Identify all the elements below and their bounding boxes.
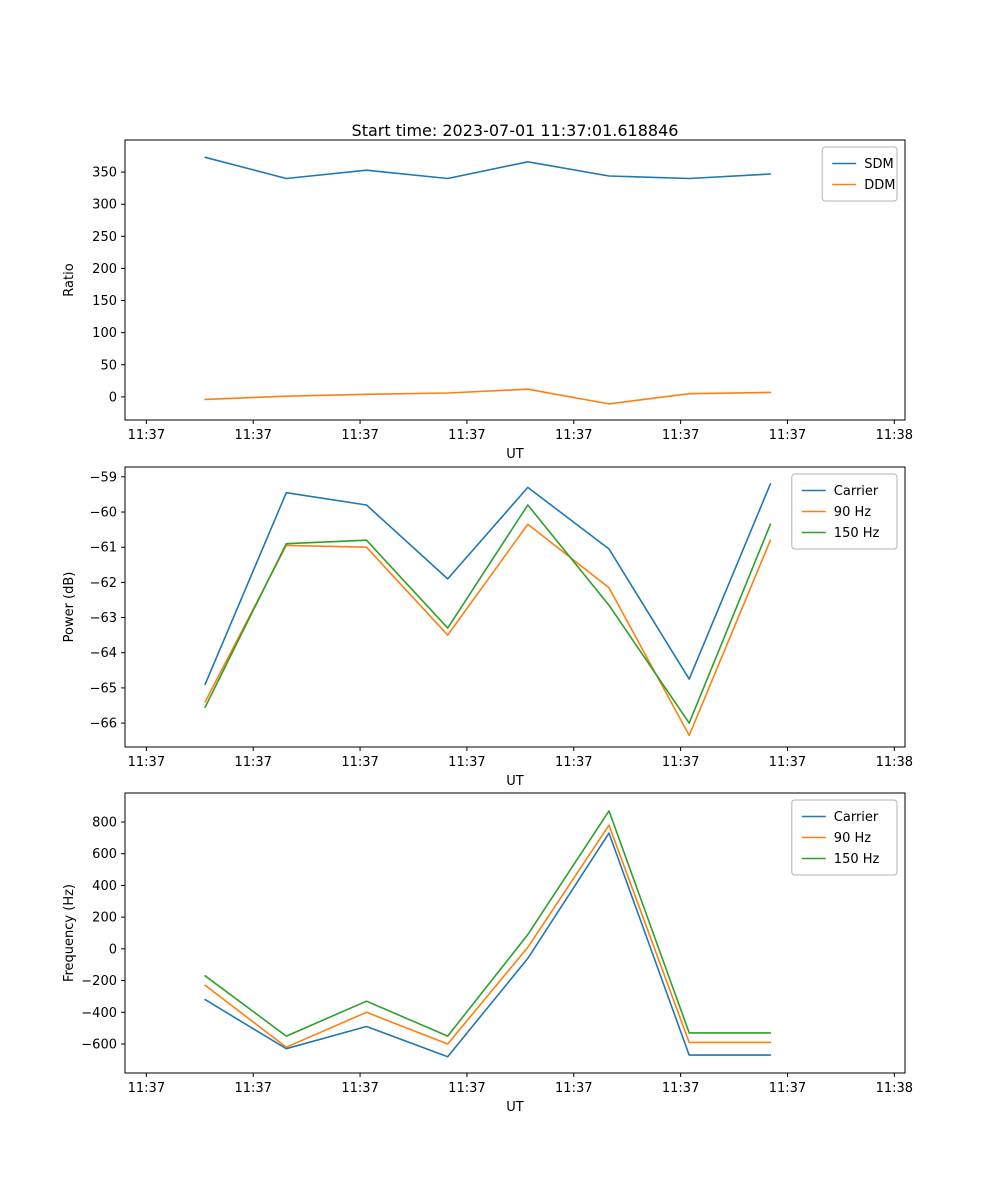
x-tick-label: 11:38 (876, 428, 913, 443)
x-tick-label: 11:37 (234, 1081, 271, 1096)
subplot-frequency: 11:37 11:37 11:37 11:37 11:37 11:37 11:37 11:38… (62, 792, 913, 1115)
y-tick-label: 150 (92, 294, 117, 309)
x-tick-label: 11:37 (769, 1081, 806, 1096)
x-tick-label: 11:37 (448, 1081, 485, 1096)
x-tick-label: 11:37 (662, 755, 699, 770)
y-tick-label: −62 (90, 576, 117, 591)
y-tick-label: −59 (90, 470, 117, 485)
series-line-ddm (204, 388, 772, 405)
x-axis-label: UT (506, 774, 524, 789)
legend: SDM DDM (821, 146, 898, 202)
x-tick-label: 11:37 (769, 755, 806, 770)
legend-label: SDM (864, 157, 893, 172)
x-tick-label: 11:37 (448, 755, 485, 770)
x-tick-label: 11:37 (341, 1081, 378, 1096)
y-tick-label: 200 (92, 911, 117, 926)
legend-box (821, 146, 898, 202)
legend-box (791, 799, 898, 876)
y-tick-label: 800 (92, 816, 117, 831)
y-tick-label: −60 (90, 506, 117, 521)
x-tick-label: 11:37 (555, 428, 592, 443)
y-tick-label: 600 (92, 847, 117, 862)
y-tick-label: 300 (92, 198, 117, 213)
y-tick-label: −64 (90, 646, 117, 661)
x-tick-label: 11:37 (448, 428, 485, 443)
y-tick-label: 250 (92, 230, 117, 245)
series-line-150-hz (204, 810, 772, 1037)
series-line-carrier (204, 483, 772, 686)
y-tick-label: 0 (109, 942, 117, 957)
legend-label: 150 Hz (834, 852, 880, 867)
subplot-ratio: 11:37 11:37 11:37 11:37 11:37 11:37 11:37 11:38… (62, 139, 913, 462)
series-line-150-hz (204, 504, 772, 724)
x-tick-label: 11:37 (662, 1081, 699, 1096)
y-tick-label: 350 (92, 166, 117, 181)
legend-label: Carrier (834, 484, 879, 499)
series-line-carrier (204, 832, 772, 1058)
x-tick-label: 11:38 (876, 755, 913, 770)
axes-frame (124, 466, 906, 748)
y-tick-label: 400 (92, 879, 117, 894)
y-tick-label: −61 (90, 541, 117, 556)
legend-label: DDM (864, 178, 895, 193)
axes-frame (124, 139, 906, 421)
legend-box (791, 473, 898, 550)
y-tick-label: −400 (81, 1006, 117, 1021)
y-tick-label: −600 (81, 1037, 117, 1052)
axes-frame (124, 792, 906, 1074)
series-line-90-hz (204, 523, 772, 737)
x-tick-label: 11:37 (234, 755, 271, 770)
subplot-power: 11:37 11:37 11:37 11:37 11:37 11:37 11:37 11:38… (62, 466, 913, 789)
x-tick-label: 11:38 (876, 1081, 913, 1096)
figure-title: Start time: 2023-07-01 11:37:01.618846 (351, 121, 679, 140)
y-axis-label: Frequency (Hz) (62, 884, 77, 982)
legend-label: 150 Hz (834, 526, 880, 541)
y-tick-label: −63 (90, 611, 117, 626)
y-tick-label: 200 (92, 262, 117, 277)
legend-label: 90 Hz (834, 831, 871, 846)
x-axis-label: UT (506, 1100, 524, 1115)
series-line-sdm (204, 156, 772, 180)
x-tick-label: 11:37 (128, 1081, 165, 1096)
x-axis-label: UT (506, 447, 524, 462)
y-tick-label: 100 (92, 326, 117, 341)
y-tick-label: −66 (90, 717, 117, 732)
x-tick-label: 11:37 (555, 1081, 592, 1096)
legend-label: 90 Hz (834, 505, 871, 520)
legend-label: Carrier (834, 810, 879, 825)
y-tick-label: −65 (90, 681, 117, 696)
series-line-90-hz (204, 824, 772, 1048)
x-tick-label: 11:37 (555, 755, 592, 770)
legend: Carrier 90 Hz 150 Hz (791, 799, 898, 876)
y-tick-label: 50 (100, 358, 117, 373)
legend: Carrier 90 Hz 150 Hz (791, 473, 898, 550)
y-tick-label: −200 (81, 974, 117, 989)
x-tick-label: 11:37 (341, 428, 378, 443)
y-tick-label: 0 (109, 390, 117, 405)
y-axis-label: Power (dB) (62, 572, 77, 643)
x-tick-label: 11:37 (769, 428, 806, 443)
x-tick-label: 11:37 (662, 428, 699, 443)
x-tick-label: 11:37 (128, 428, 165, 443)
x-tick-label: 11:37 (234, 428, 271, 443)
x-tick-label: 11:37 (128, 755, 165, 770)
x-tick-label: 11:37 (341, 755, 378, 770)
y-axis-label: Ratio (62, 263, 77, 296)
